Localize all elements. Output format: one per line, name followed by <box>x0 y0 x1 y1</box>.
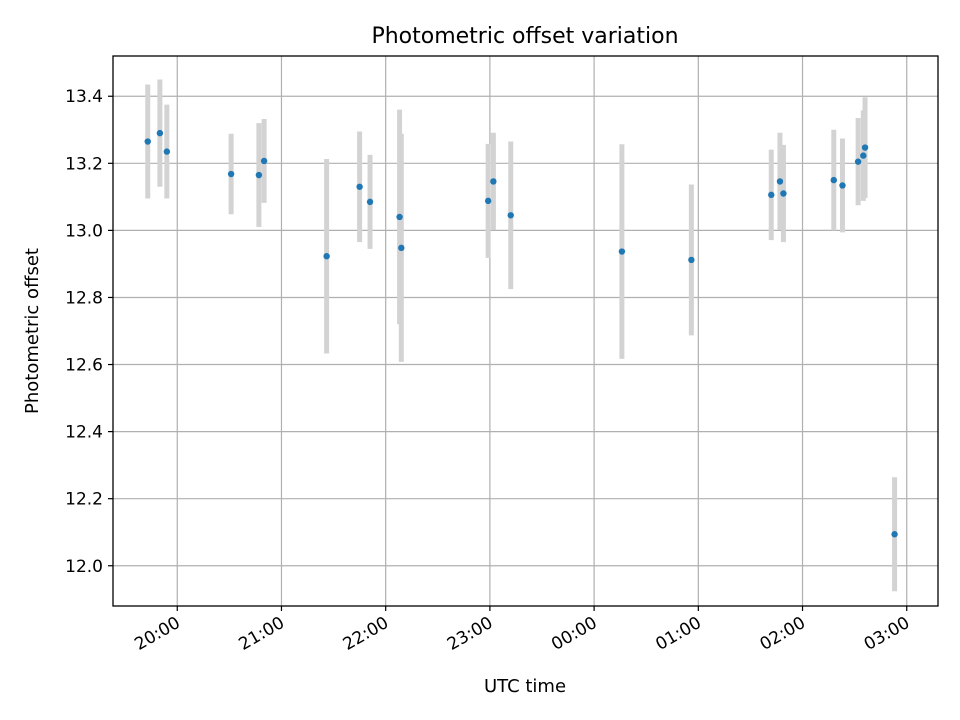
data-point <box>163 148 171 155</box>
x-tick-label: 20:00 <box>131 613 183 655</box>
x-tick-label: 02:00 <box>757 613 809 655</box>
x-tick-label: 23:00 <box>444 613 496 655</box>
data-point <box>255 171 263 179</box>
data-point <box>227 170 235 178</box>
y-tick-label: 12.0 <box>65 557 103 577</box>
y-tick-label: 13.2 <box>65 154 103 174</box>
data-point <box>776 178 784 185</box>
y-axis-label: Photometric offset <box>22 248 43 414</box>
data-point <box>854 158 862 165</box>
errorbar-layer <box>145 79 898 592</box>
point-layer <box>144 129 898 538</box>
grid-layer <box>113 56 938 606</box>
data-point <box>356 183 363 190</box>
data-point <box>891 531 898 538</box>
data-point <box>398 244 405 252</box>
data-point <box>156 129 164 137</box>
data-point <box>323 253 330 260</box>
y-tick-label: 12.6 <box>65 356 103 376</box>
x-tick-label: 22:00 <box>340 613 392 655</box>
x-tick-label: 21:00 <box>236 613 288 655</box>
data-point <box>830 176 837 184</box>
data-point <box>688 256 695 264</box>
y-tick-label: 13.4 <box>65 87 103 107</box>
x-tick-label: 03:00 <box>861 613 913 655</box>
chart-title: Photometric offset variation <box>371 24 678 49</box>
data-point <box>839 182 846 189</box>
data-point <box>484 197 492 205</box>
y-tick-label: 12.4 <box>65 423 103 443</box>
y-tick-label: 12.8 <box>65 288 103 308</box>
data-point <box>507 212 514 219</box>
data-point <box>618 248 626 255</box>
y-tick-label: 12.2 <box>65 490 103 510</box>
data-point <box>144 138 151 145</box>
data-point <box>490 178 497 185</box>
data-point <box>768 191 775 199</box>
data-point <box>260 157 268 165</box>
x-axis-label: UTC time <box>484 676 566 697</box>
plot-frame <box>112 55 939 607</box>
data-point <box>780 190 787 197</box>
y-tick-label: 13.0 <box>65 221 103 241</box>
data-point <box>366 198 374 206</box>
data-point <box>861 144 869 151</box>
data-point <box>396 213 403 221</box>
data-point <box>860 152 867 159</box>
x-tick-label: 01:00 <box>652 613 704 655</box>
x-tick-label: 00:00 <box>548 613 600 655</box>
